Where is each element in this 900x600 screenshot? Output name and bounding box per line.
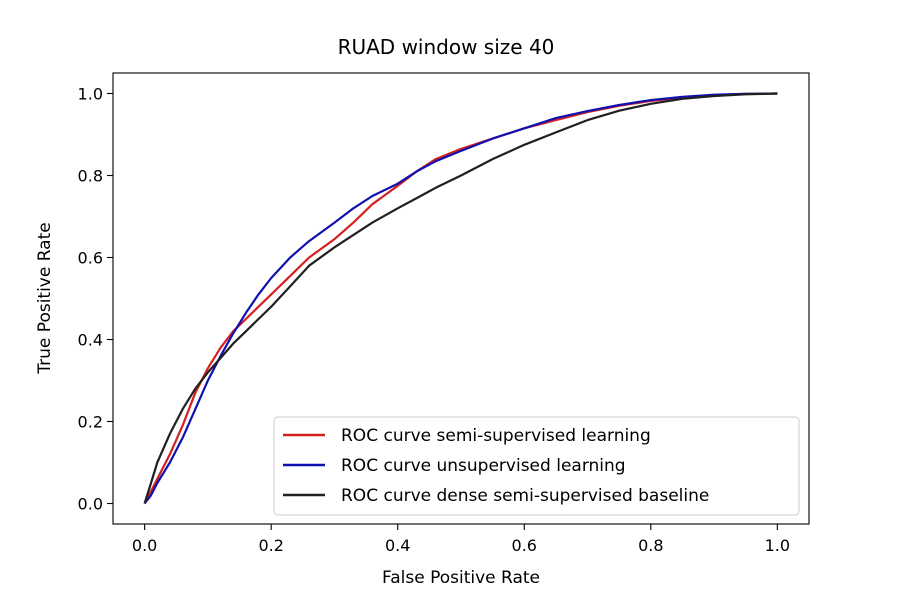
legend-box (273, 416, 800, 516)
y-tick-label: 0.8 (78, 167, 103, 186)
legend-label-3: ROC curve dense semi-supervised baseline (341, 486, 709, 506)
x-axis-label: False Positive Rate (382, 568, 540, 588)
plot-area: 0.0 0.2 0.4 0.6 0.8 1.0 0.0 0.2 0.4 0.6 0.8 1.0 (78, 72, 810, 555)
legend: ROC curve semi-supervised learning ROC cu… (273, 416, 800, 516)
x-tick-label: 0.8 (638, 536, 663, 555)
series-line-2 (143, 92, 778, 505)
y-tick-label: 0.6 (78, 249, 103, 268)
y-axis-label: True Positive Rate (35, 222, 55, 374)
y-tick-label: 0.0 (78, 495, 103, 514)
y-tick-label: 1.0 (78, 85, 103, 104)
legend-label-1: ROC curve semi-supervised learning (341, 426, 651, 446)
x-tick-label: 0.6 (512, 536, 537, 555)
y-tick-label: 0.2 (78, 413, 103, 432)
legend-label-2: ROC curve unsupervised learning (341, 456, 626, 476)
x-tick-label: 0.2 (258, 536, 283, 555)
x-tick-label: 0.4 (385, 536, 410, 555)
x-tick-label: 0.0 (132, 536, 157, 555)
y-tick-label: 0.4 (78, 331, 103, 350)
chart-title: RUAD window size 40 (338, 35, 555, 59)
x-tick-label: 1.0 (765, 536, 790, 555)
series-line-3 (143, 92, 778, 504)
plot-frame (112, 72, 810, 525)
